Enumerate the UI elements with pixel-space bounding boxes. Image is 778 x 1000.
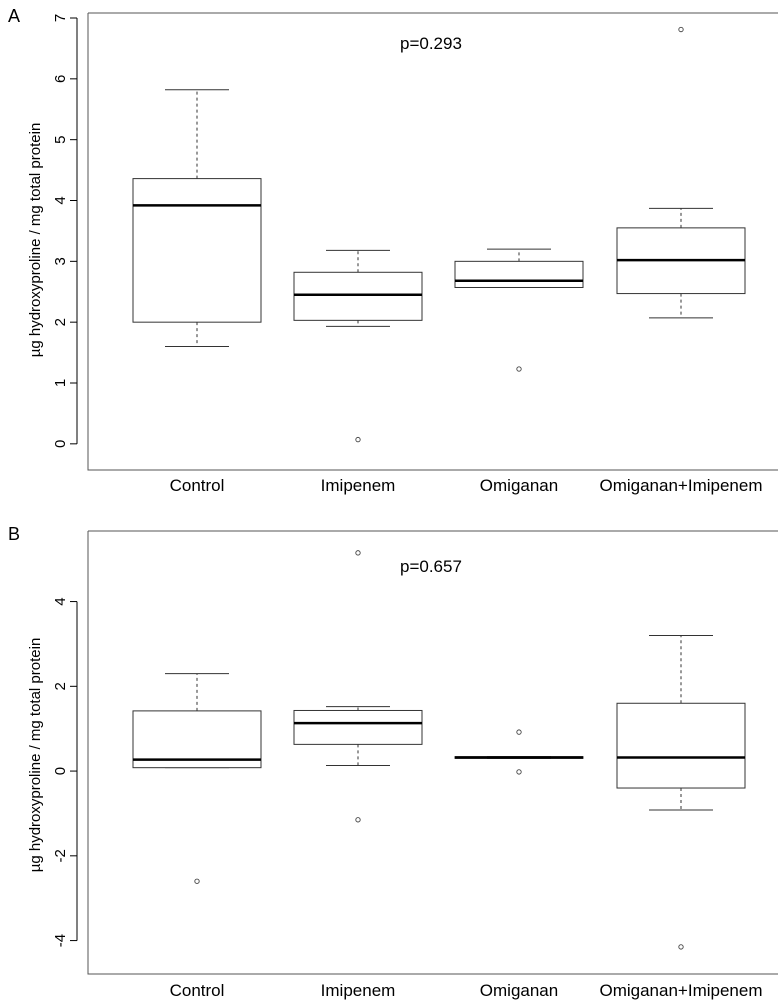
y-tick-label: 7 bbox=[52, 14, 69, 22]
outlier-point bbox=[516, 729, 522, 735]
x-category-label: Imipenem bbox=[321, 476, 396, 495]
x-category-label: Omiganan bbox=[480, 476, 558, 495]
box-iqr bbox=[132, 178, 262, 323]
plot-frame bbox=[87, 530, 778, 975]
y-axis-label: µg hydroxyproline / mg total protein bbox=[27, 638, 44, 873]
x-category-label: Omiganan bbox=[480, 981, 558, 1000]
box-iqr bbox=[454, 260, 584, 288]
y-tick-label: 5 bbox=[52, 135, 69, 143]
y-tick-label: 2 bbox=[52, 682, 69, 690]
outlier-point bbox=[678, 944, 684, 950]
y-tick-label: -4 bbox=[52, 934, 69, 947]
x-category-label: Omiganan+Imipenem bbox=[599, 981, 762, 1000]
outlier-point bbox=[355, 550, 361, 556]
box-iqr bbox=[293, 271, 423, 321]
x-category-label: Omiganan+Imipenem bbox=[599, 476, 762, 495]
outlier-point bbox=[516, 769, 522, 775]
p-value-annotation: p=0.657 bbox=[400, 557, 462, 576]
y-tick-label: 3 bbox=[52, 257, 69, 265]
y-tick-label: 1 bbox=[52, 379, 69, 387]
x-category-label: Control bbox=[170, 476, 225, 495]
plot-frame bbox=[87, 12, 778, 471]
x-category-label: Control bbox=[170, 981, 225, 1000]
y-tick-label: 4 bbox=[52, 597, 69, 605]
outlier-point bbox=[194, 878, 200, 884]
box-iqr bbox=[132, 710, 262, 769]
y-tick-label: 0 bbox=[52, 767, 69, 775]
y-tick-label: 2 bbox=[52, 318, 69, 326]
panel-letter: A bbox=[8, 6, 20, 26]
y-axis-label: µg hydroxyproline / mg total protein bbox=[27, 123, 44, 358]
y-tick-label: -2 bbox=[52, 849, 69, 862]
x-category-label: Imipenem bbox=[321, 981, 396, 1000]
box-iqr bbox=[293, 709, 423, 745]
y-tick-label: 4 bbox=[52, 196, 69, 204]
p-value-annotation: p=0.293 bbox=[400, 34, 462, 53]
outlier-point bbox=[678, 26, 684, 33]
panel-letter: B bbox=[8, 524, 20, 544]
y-tick-label: 6 bbox=[52, 75, 69, 83]
box-iqr bbox=[616, 702, 746, 789]
y-tick-label: 0 bbox=[52, 440, 69, 448]
outlier-point bbox=[355, 436, 361, 443]
outlier-point bbox=[355, 817, 361, 823]
outlier-point bbox=[516, 366, 522, 372]
